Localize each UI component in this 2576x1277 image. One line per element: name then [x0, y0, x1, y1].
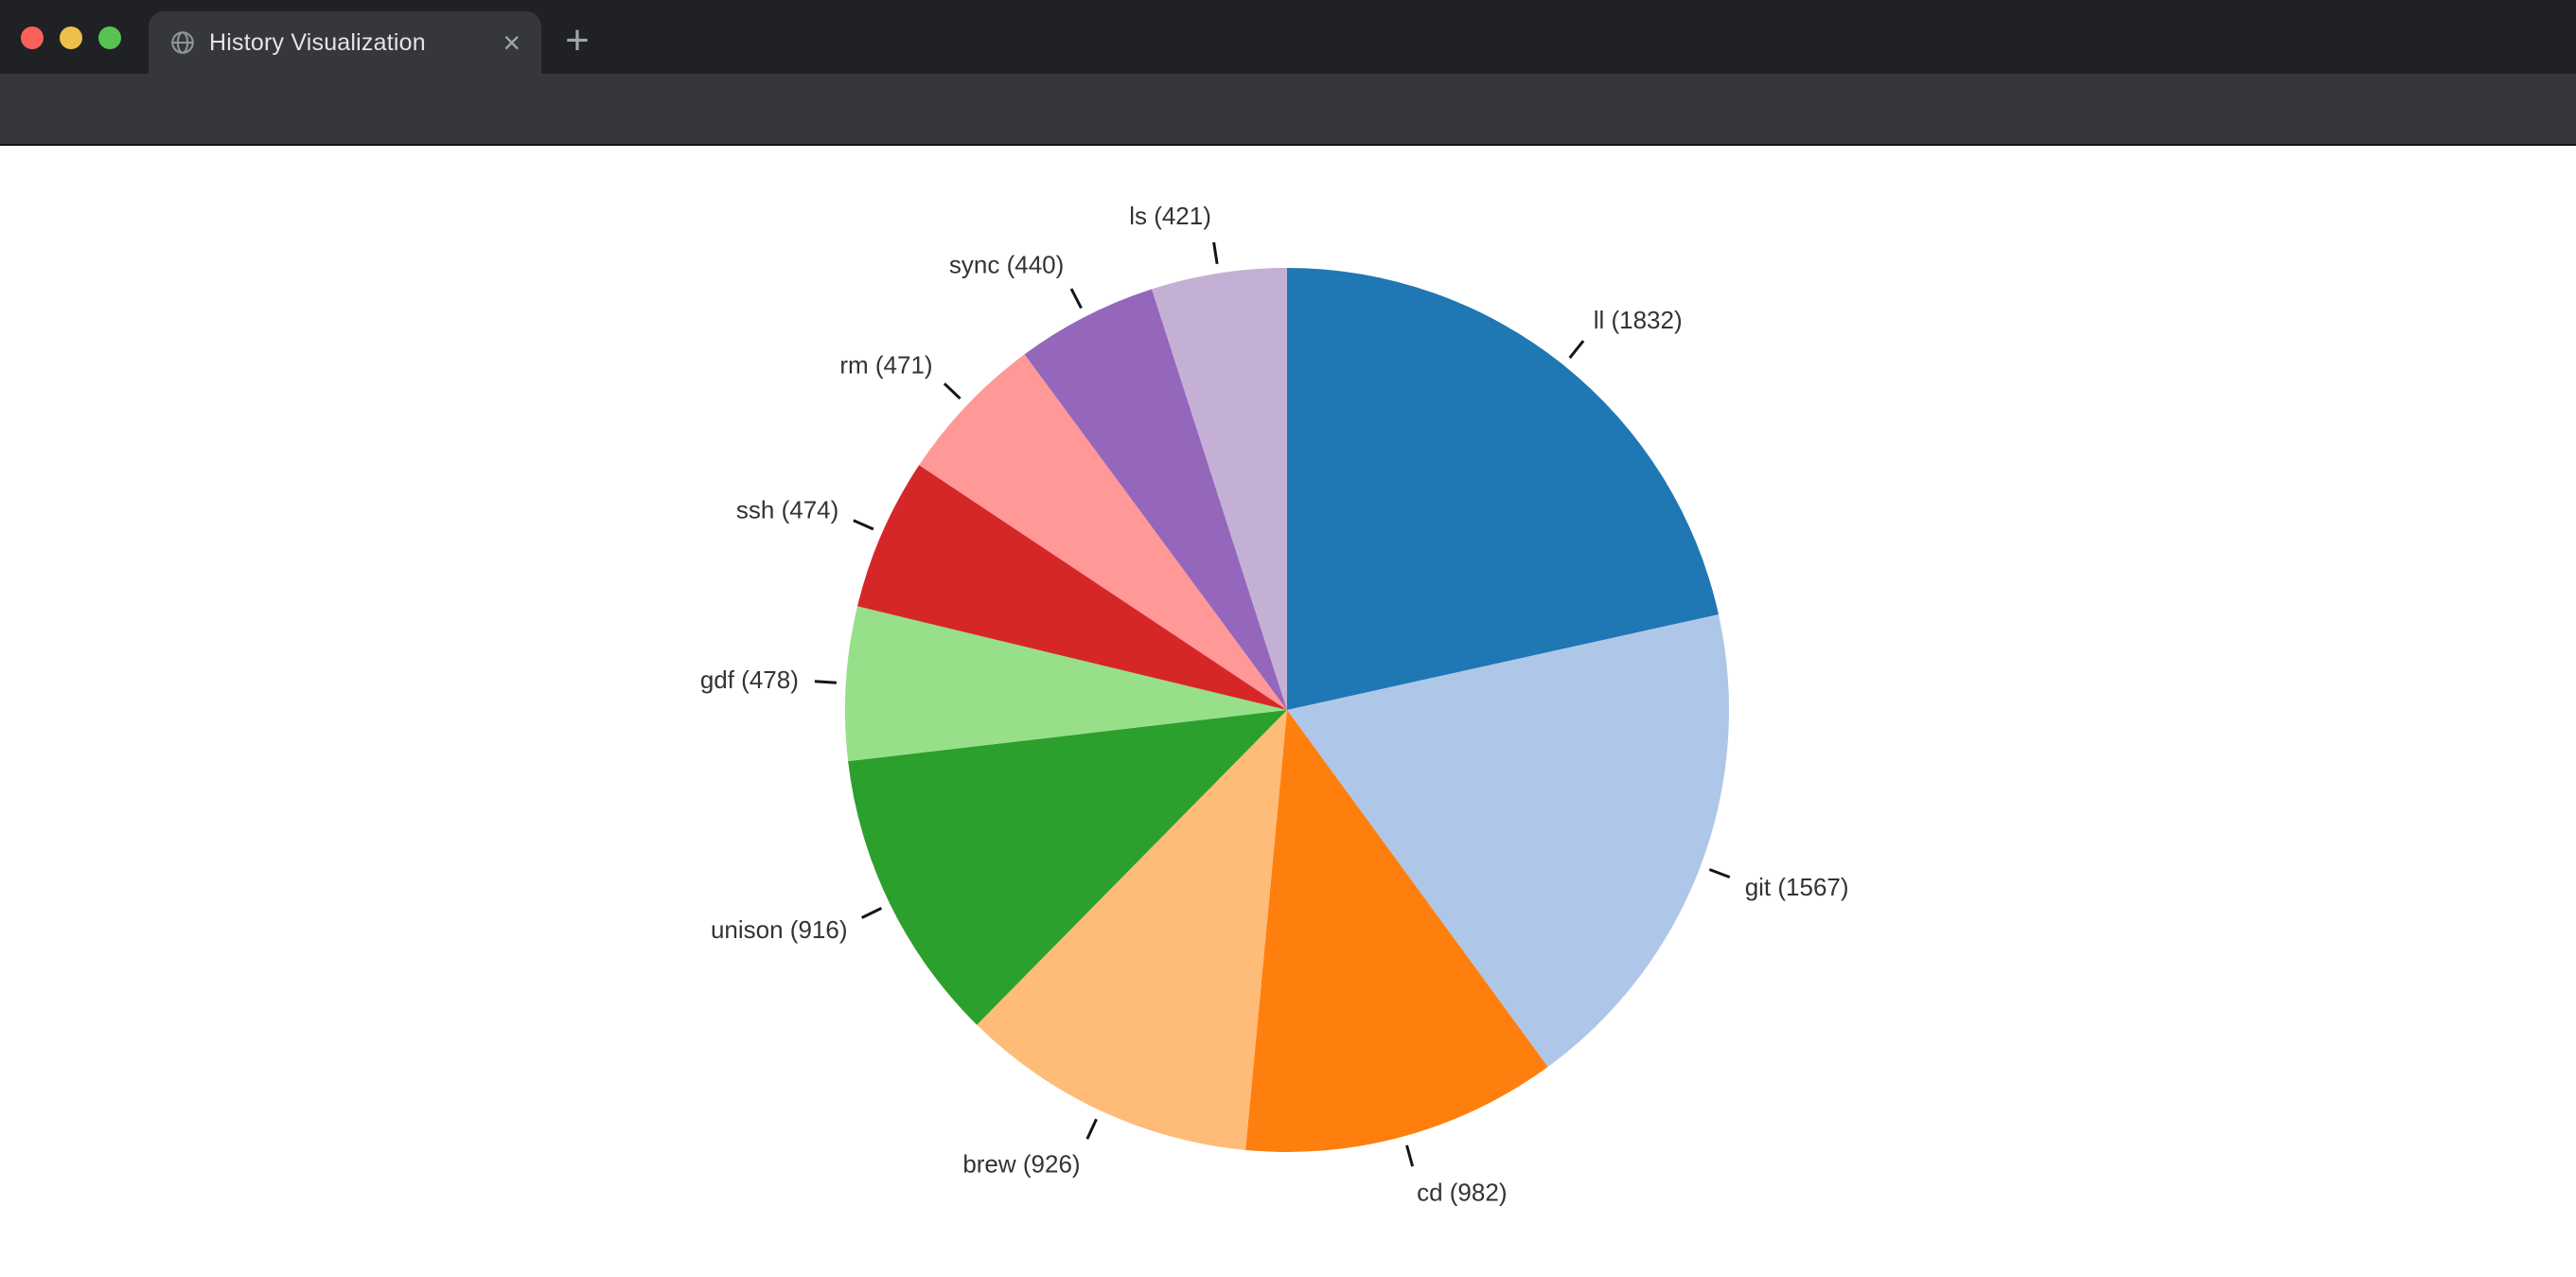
- pie-tick-rm: [943, 382, 962, 400]
- pie-label-cd: cd (982): [1417, 1179, 1507, 1207]
- pie-slice-git: [1287, 614, 1730, 1067]
- pie-tick-brew: [1085, 1118, 1098, 1140]
- pie-label-unison: unison (916): [711, 915, 848, 944]
- tab-close-icon[interactable]: ×: [503, 26, 520, 60]
- tab-bar: History Visualization × +: [0, 0, 2576, 74]
- pie-slice-ssh: [857, 465, 1287, 710]
- pie-tick-git: [1708, 868, 1731, 879]
- pie-label-ls: ls (421): [1129, 202, 1211, 230]
- pie-slice-ll: [1287, 268, 1719, 710]
- pie-slice-gdf: [844, 606, 1287, 762]
- pie-tick-ls: [1212, 241, 1219, 265]
- new-tab-button[interactable]: +: [565, 17, 590, 63]
- tab-history-visualization[interactable]: History Visualization ×: [149, 11, 541, 74]
- pie-slice-sync: [1024, 289, 1287, 710]
- pie-label-sync: sync (440): [949, 251, 1064, 279]
- close-window-button[interactable]: [21, 27, 44, 49]
- pie-label-ssh: ssh (474): [736, 495, 838, 523]
- toolbar: File /Users/mtsouk/docs/article/working/…: [0, 74, 2576, 207]
- pie-slice-cd: [1245, 710, 1548, 1152]
- pie-label-rm: rm (471): [839, 350, 932, 379]
- pie-label-git: git (1567): [1745, 873, 1849, 901]
- pie-chart-svg: ll (1832) git (1567) cd (982) brew (926) uni…: [700, 202, 1849, 1207]
- pie-tick-sync: [1069, 288, 1083, 310]
- globe-favicon-icon: [169, 29, 196, 56]
- pie-label-gdf: gdf (478): [700, 665, 799, 694]
- pie-tick-ll: [1568, 340, 1585, 360]
- pie-tick-gdf: [814, 680, 837, 684]
- pie-slice-rm: [919, 354, 1287, 710]
- pie-label-brew: brew (926): [962, 1149, 1080, 1178]
- pie-slice-brew: [977, 710, 1287, 1150]
- pie-slice-unison: [848, 710, 1287, 1025]
- tab-title: History Visualization: [209, 28, 426, 56]
- pie-tick-unison: [861, 907, 883, 919]
- page-content: ll (1832) git (1567) cd (982) brew (926) uni…: [0, 146, 2576, 1277]
- pie-slice-ls: [1152, 268, 1287, 710]
- pie-tick-cd: [1405, 1144, 1415, 1167]
- pie-tick-ssh: [853, 519, 874, 531]
- minimize-window-button[interactable]: [60, 27, 82, 49]
- pie-label-ll: ll (1832): [1594, 306, 1683, 334]
- zoom-window-button[interactable]: [98, 27, 121, 49]
